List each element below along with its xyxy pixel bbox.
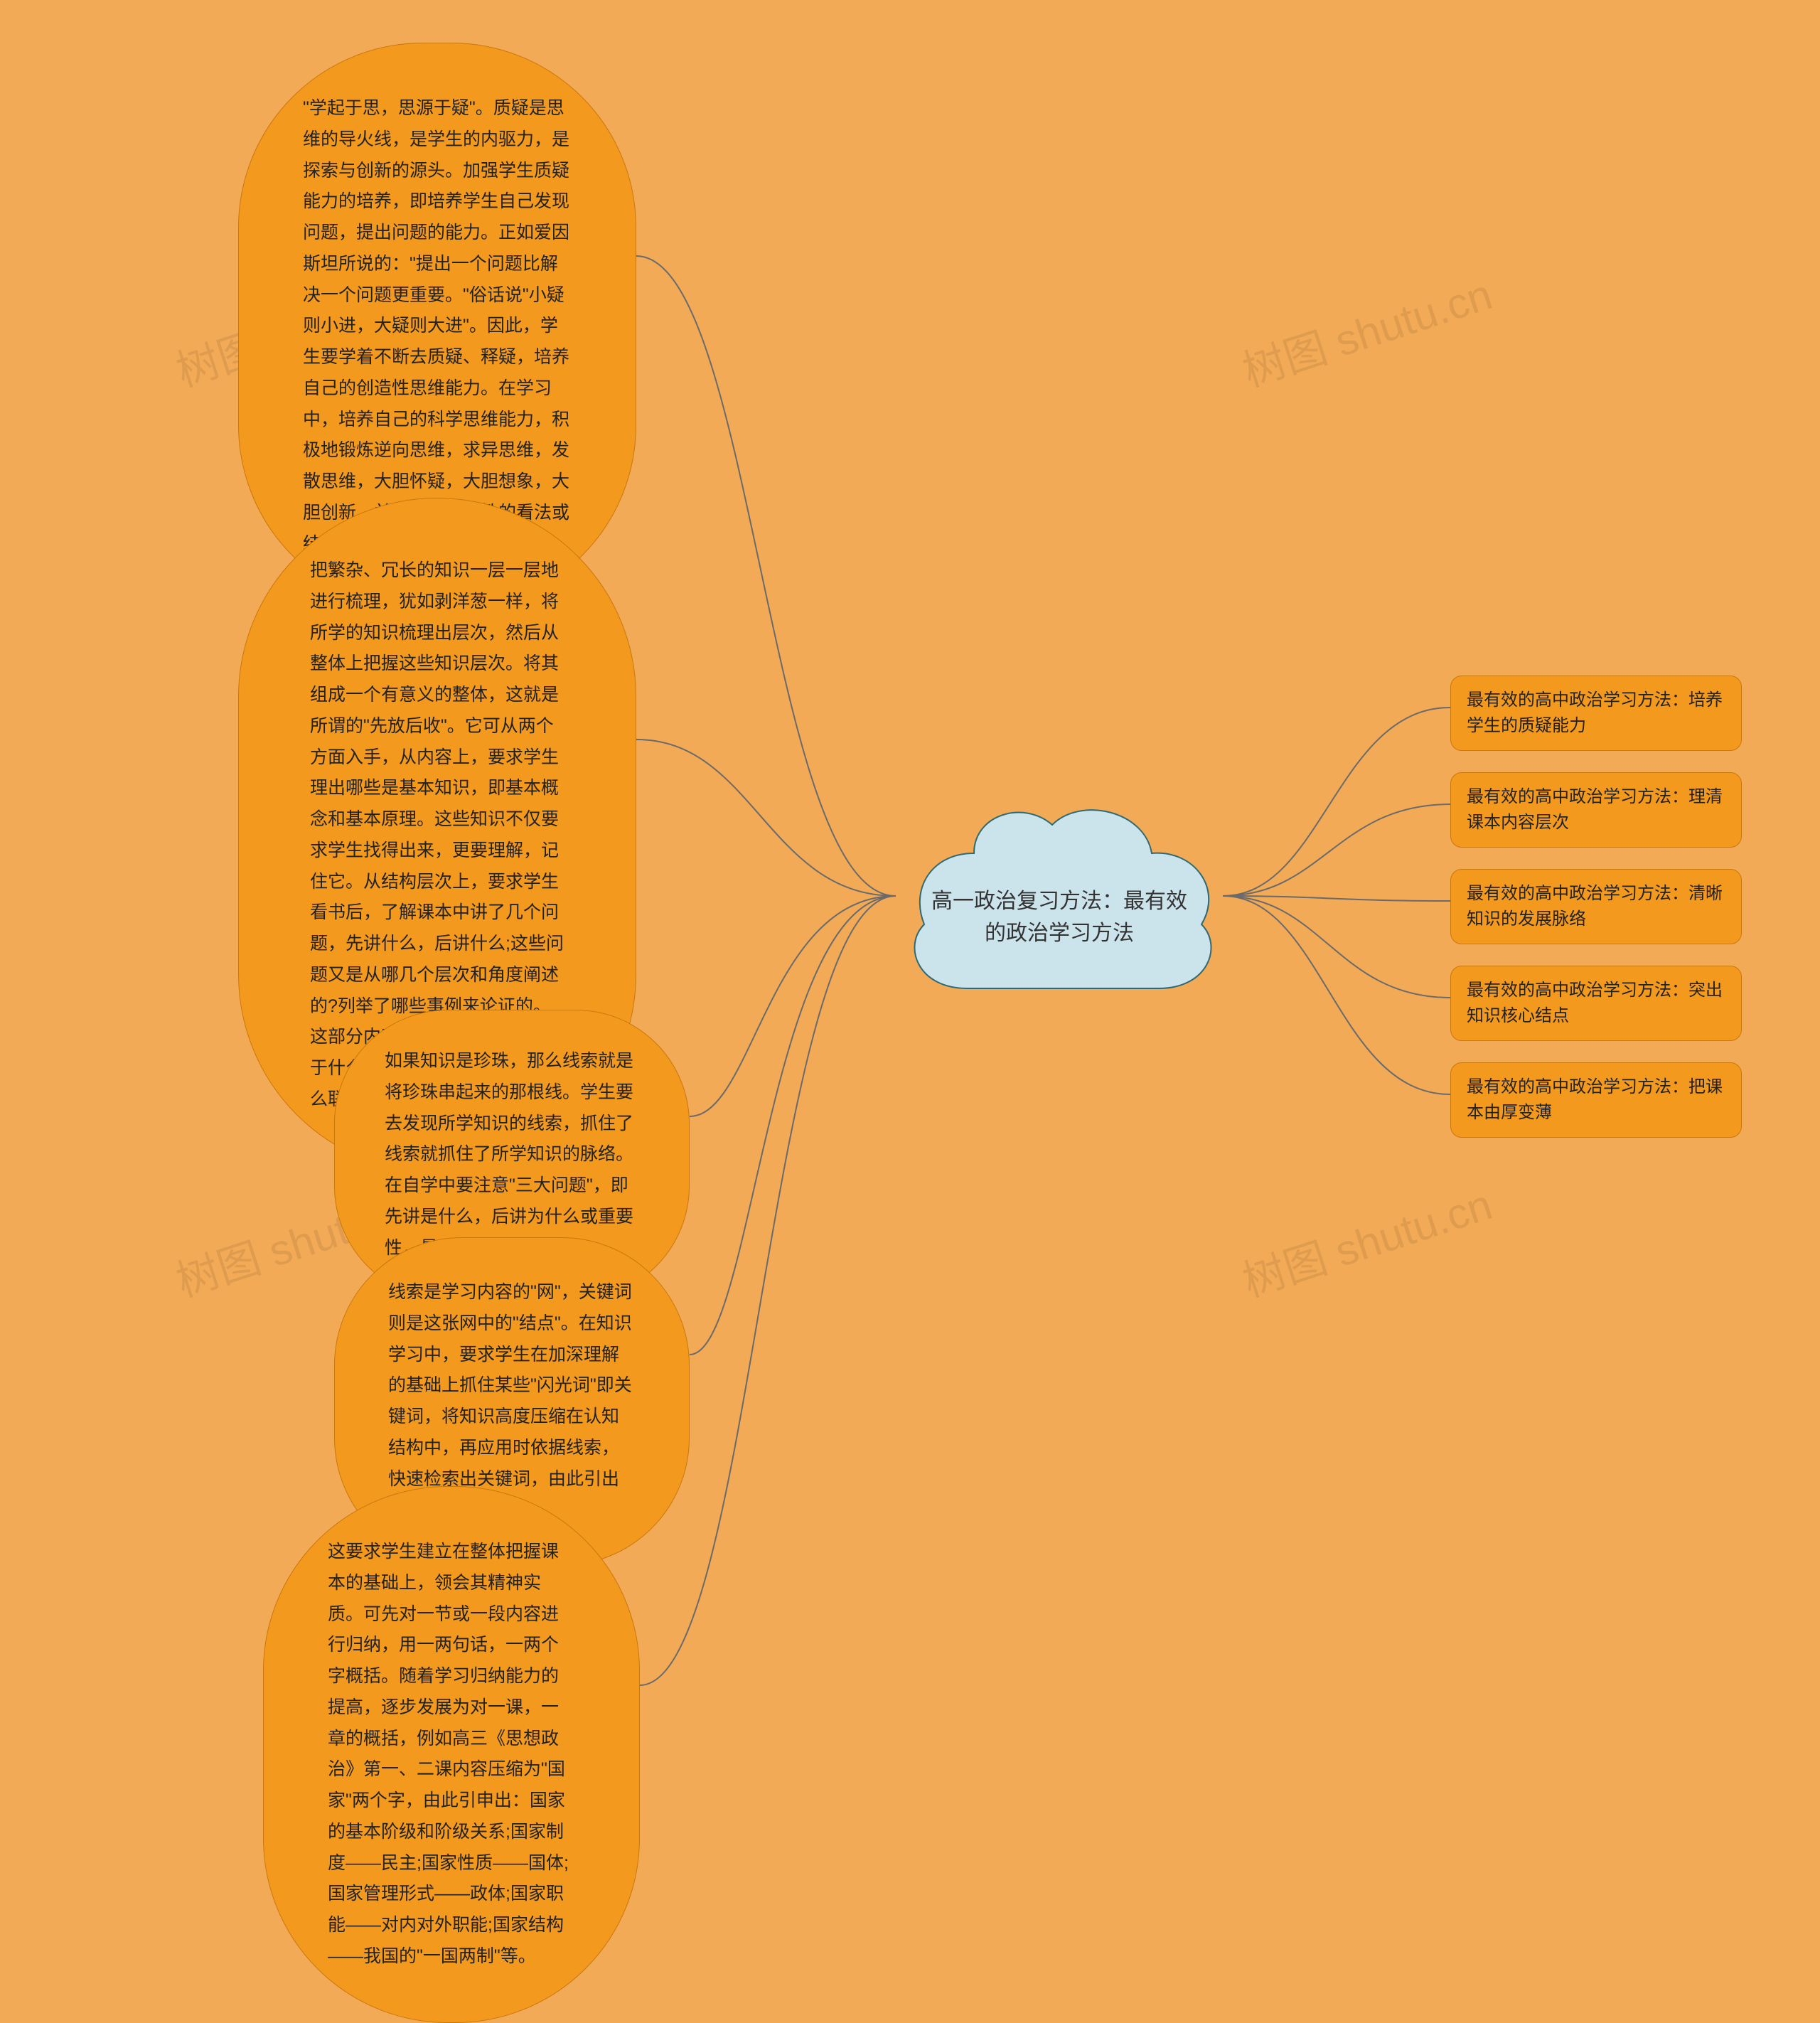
detail-text: "学起于思，思源于疑"。质疑是思维的导火线，是学生的内驱力，是探索与创新的源头。… — [303, 98, 569, 554]
watermark: 树图 shutu.cn — [1233, 1170, 1499, 1309]
method-label: 最有效的高中政治学习方法：培养学生的质疑能力 — [1467, 690, 1723, 735]
watermark: 树图 shutu.cn — [1233, 260, 1499, 399]
detail-text: 如果知识是珍珠，那么线索就是将珍珠串起来的那根线。学生要去发现所学知识的线索，抓… — [385, 1051, 633, 1258]
center-title: 高一政治复习方法：最有效的政治学习方法 — [931, 885, 1187, 949]
detail-text: 这要求学生建立在整体把握课本的基础上，领会其精神实质。可先对一节或一段内容进行归… — [328, 1542, 569, 1966]
method-node-3: 最有效的高中政治学习方法：清晰知识的发展脉络 — [1450, 869, 1742, 944]
method-label: 最有效的高中政治学习方法：突出知识核心结点 — [1467, 981, 1723, 1025]
method-node-4: 最有效的高中政治学习方法：突出知识核心结点 — [1450, 966, 1742, 1041]
detail-text: 线索是学习内容的"网"，关键词则是这张网中的"结点"。在知识学习中，要求学生在加… — [388, 1282, 632, 1520]
method-label: 最有效的高中政治学习方法：把课本由厚变薄 — [1467, 1077, 1723, 1122]
method-node-1: 最有效的高中政治学习方法：培养学生的质疑能力 — [1450, 676, 1742, 751]
method-label: 最有效的高中政治学习方法：理清课本内容层次 — [1467, 787, 1723, 832]
method-label: 最有效的高中政治学习方法：清晰知识的发展脉络 — [1467, 884, 1723, 929]
center-node: 高一政治复习方法：最有效的政治学习方法 — [889, 782, 1230, 1010]
method-node-5: 最有效的高中政治学习方法：把课本由厚变薄 — [1450, 1062, 1742, 1138]
detail-node-5: 这要求学生建立在整体把握课本的基础上，领会其精神实质。可先对一节或一段内容进行归… — [263, 1486, 640, 2023]
method-node-2: 最有效的高中政治学习方法：理清课本内容层次 — [1450, 772, 1742, 848]
